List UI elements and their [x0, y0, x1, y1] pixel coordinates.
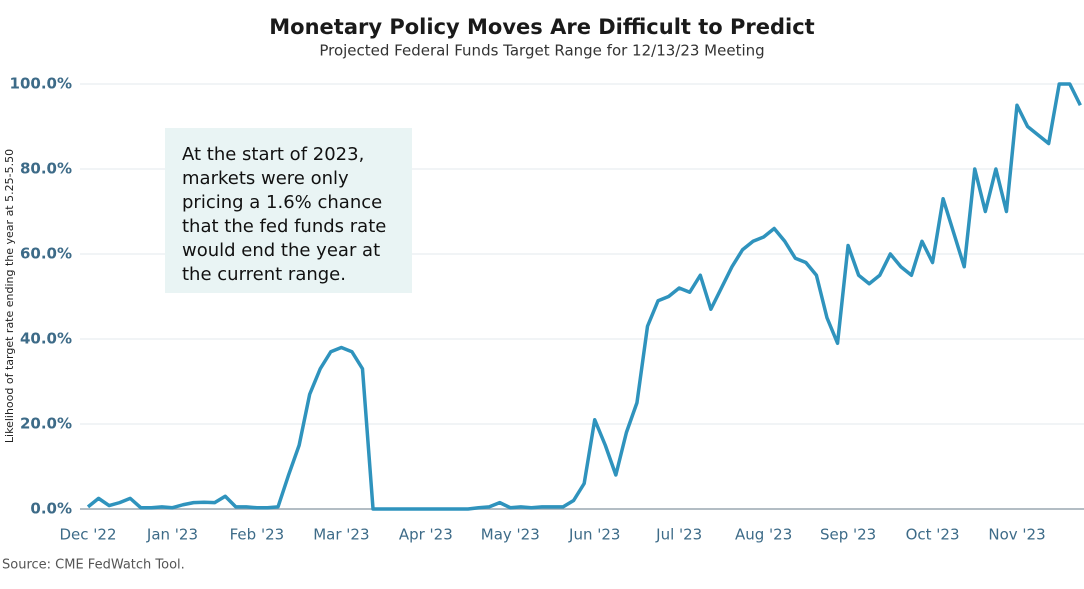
data-line — [86, 82, 1082, 511]
y-tick-label: 40.0% — [20, 330, 72, 348]
x-tick-label: Nov '23 — [988, 526, 1045, 544]
annotation-line: markets were only — [182, 168, 349, 189]
y-tick-label: 20.0% — [20, 415, 72, 433]
y-axis-label: Likelihood of target rate ending the yea… — [3, 149, 16, 443]
x-tick-label: Aug '23 — [735, 526, 792, 544]
x-tick-label: Mar '23 — [313, 526, 369, 544]
annotation-line: At the start of 2023, — [182, 144, 364, 165]
x-tick-label: May '23 — [481, 526, 540, 544]
x-tick-label: Oct '23 — [906, 526, 960, 544]
x-tick-label: Sep '23 — [820, 526, 876, 544]
plot — [86, 82, 1082, 511]
source: Source: CME FedWatch Tool. — [2, 558, 185, 573]
annotation: At the start of 2023, markets were only pr… — [182, 144, 386, 285]
x-tick-label: Apr '23 — [399, 526, 453, 544]
x-tick-label: Jul '23 — [655, 526, 702, 544]
annotation-line: pricing a 1.6% chance — [182, 192, 382, 213]
annotation-line: that the fed funds rate — [182, 216, 386, 237]
y-tick-label: 0.0% — [30, 500, 72, 518]
annotation-box — [165, 128, 412, 293]
y-tick-label: 60.0% — [20, 245, 72, 263]
y-tick-label: 80.0% — [20, 160, 72, 178]
annotation-line: the current range. — [182, 264, 346, 285]
annotation-line: would end the year at — [182, 240, 380, 261]
x-tick-label: Dec '22 — [59, 526, 116, 544]
grid: 0.0% 20.0% 40.0% 60.0% 80.0% 100.0% Dec '22 Jan… — [10, 75, 1084, 544]
x-tick-label: Feb '23 — [230, 526, 285, 544]
chart-title: Monetary Policy Moves Are Difficult to P… — [269, 15, 814, 39]
x-tick-label: Jun '23 — [568, 526, 620, 544]
chart-subtitle: Projected Federal Funds Target Range for… — [319, 42, 764, 60]
y-tick-label: 100.0% — [10, 75, 72, 93]
x-tick-label: Jan '23 — [146, 526, 198, 544]
